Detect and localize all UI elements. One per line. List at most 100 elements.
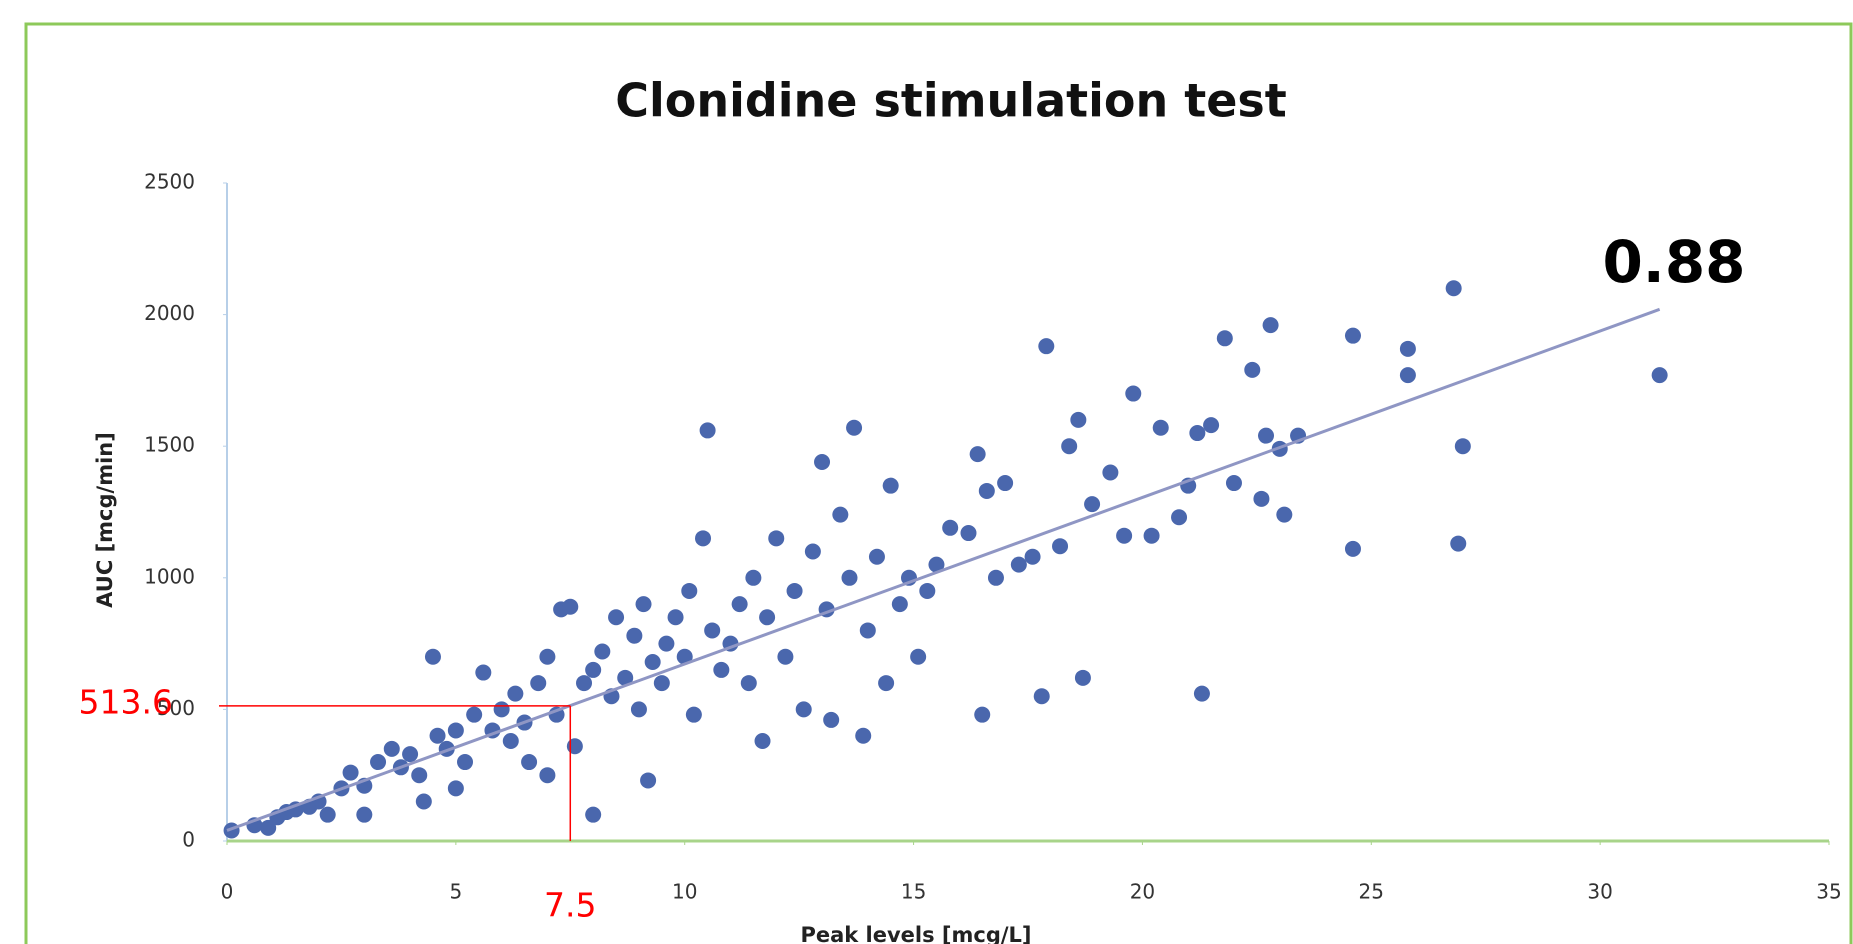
point [342,764,359,781]
point [891,596,908,613]
point [942,519,959,536]
point [566,738,583,755]
y-tick-label: 1000 [144,564,195,588]
point [644,654,661,671]
y-tick-label: 2000 [144,301,195,325]
point [786,582,803,599]
x-tick-label: 35 [1816,880,1841,904]
point [415,793,432,810]
point [1203,417,1220,434]
point [1171,509,1188,526]
point [562,598,579,615]
point [1445,280,1462,297]
point [635,596,652,613]
point [1253,490,1270,507]
point [960,525,977,542]
point [740,675,757,692]
point [1450,535,1467,552]
point [507,685,524,702]
point [370,754,387,771]
point [1189,425,1206,442]
point [1216,330,1233,347]
point [457,754,474,771]
point [530,675,547,692]
point [475,664,492,681]
point [868,548,885,565]
point [1399,367,1416,384]
frame [24,22,1853,944]
point [223,822,240,839]
point [1070,411,1087,428]
point [539,767,556,784]
point [846,419,863,436]
point [777,648,794,665]
point [594,643,611,660]
point [1061,438,1078,455]
point [539,648,556,665]
point [969,446,986,463]
point [585,661,602,678]
point [521,754,538,771]
chart-title: Clonidine stimulation test [615,74,1287,128]
point [658,635,675,652]
point [759,609,776,626]
point [653,675,670,692]
point [1010,556,1027,573]
annotation: 0.88 [1602,228,1745,296]
point [260,819,277,836]
point [1102,464,1119,481]
point [608,609,625,626]
point [585,806,602,823]
point [1399,340,1416,357]
point [1276,506,1293,523]
x-tick-label: 15 [901,880,926,904]
point [402,746,419,763]
x-tick-label: 5 [449,880,462,904]
point [997,475,1014,492]
point [681,582,698,599]
point [882,477,899,494]
point [466,706,483,723]
point [1038,338,1055,355]
point [502,732,519,749]
y-axis-label: AUC [mcg/min] [93,432,117,608]
point [974,706,991,723]
point [1116,527,1133,544]
point [1258,427,1275,444]
point [713,661,730,678]
point [768,530,785,547]
point [731,596,748,613]
point [1125,385,1142,402]
point [910,648,927,665]
point [878,675,895,692]
y-tick-label: 0 [182,828,195,852]
point [804,543,821,560]
point [424,648,441,665]
point [1143,527,1160,544]
point [676,648,693,665]
point [1651,367,1668,384]
point [1244,361,1261,378]
point [1262,317,1279,334]
point [411,767,428,784]
point [695,530,712,547]
y-tick-label: 500 [157,696,195,720]
point [429,727,446,744]
point [1024,548,1041,565]
point [823,711,840,728]
point [745,569,762,586]
trendline [226,307,1661,832]
point [576,675,593,692]
x-tick-label: 25 [1359,880,1384,904]
x-tick-label: 30 [1587,880,1612,904]
point [754,732,771,749]
point [447,722,464,739]
point [1074,669,1091,686]
point [630,701,647,718]
point [1052,538,1069,555]
point [704,622,721,639]
point [1084,496,1101,513]
x-tick-label: 10 [672,880,697,904]
point [1193,685,1210,702]
point [319,806,336,823]
